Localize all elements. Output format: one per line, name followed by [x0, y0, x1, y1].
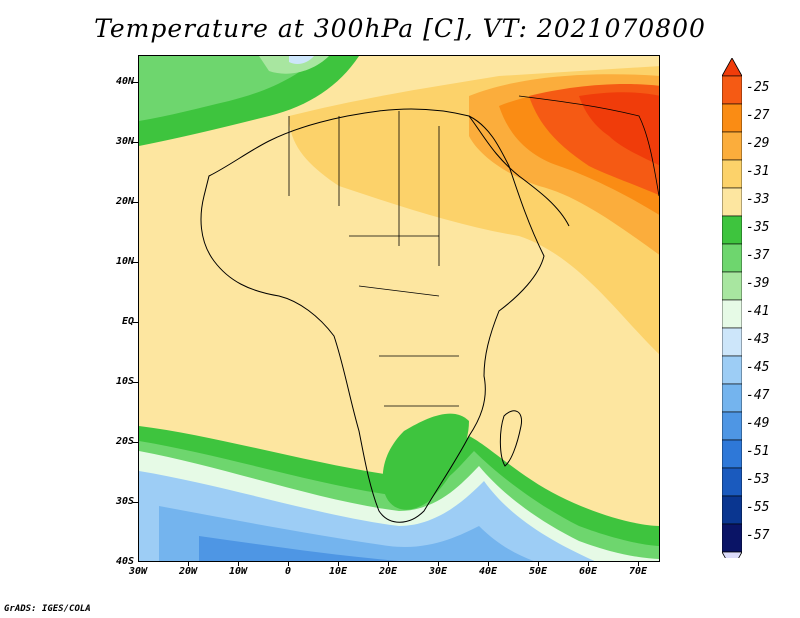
- lon-label: 20E: [378, 566, 398, 577]
- lon-label: 0: [284, 566, 292, 577]
- legend-label: -39: [746, 276, 770, 291]
- lon-tick: [538, 562, 539, 566]
- legend-label: -27: [746, 108, 770, 123]
- legend-label: -49: [746, 416, 770, 431]
- lon-label: 30E: [428, 566, 448, 577]
- legend-swatch: [722, 439, 742, 469]
- lon-tick: [338, 562, 339, 566]
- lat-tick: [133, 142, 138, 143]
- color-legend-bar: [722, 58, 742, 558]
- lat-tick: [133, 322, 138, 323]
- lat-label: EQ: [121, 316, 134, 327]
- lat-tick: [133, 262, 138, 263]
- lat-label: 10N: [115, 256, 134, 267]
- legend-label: -37: [746, 248, 770, 263]
- lon-tick: [588, 562, 589, 566]
- lat-label: 40S: [115, 556, 134, 567]
- legend-swatch: [722, 467, 742, 497]
- map-panel: [138, 55, 660, 562]
- lon-label: 60E: [578, 566, 598, 577]
- legend-label: -31: [746, 164, 770, 179]
- lat-label: 40N: [115, 76, 134, 87]
- legend-label: -57: [746, 528, 770, 543]
- lon-label: 30W: [128, 566, 148, 577]
- lat-tick: [133, 202, 138, 203]
- legend-swatch: [722, 159, 742, 189]
- temperature-map: [139, 56, 659, 561]
- legend-label: -41: [746, 304, 770, 319]
- lat-label: 10S: [115, 376, 134, 387]
- lon-label: 10W: [228, 566, 248, 577]
- legend-label: -53: [746, 472, 770, 487]
- legend-label: -45: [746, 360, 770, 375]
- legend-swatch: [722, 327, 742, 357]
- legend-label: -25: [746, 80, 770, 95]
- legend-swatch: [722, 103, 742, 133]
- lon-tick: [438, 562, 439, 566]
- legend-label: -47: [746, 388, 770, 403]
- legend-swatch: [722, 523, 742, 553]
- lat-tick: [133, 442, 138, 443]
- lon-tick: [388, 562, 389, 566]
- lat-tick: [133, 82, 138, 83]
- lon-tick: [188, 562, 189, 566]
- legend-label: -55: [746, 500, 770, 515]
- legend-swatch: [722, 75, 742, 105]
- lon-tick: [488, 562, 489, 566]
- lat-label: 20S: [115, 436, 134, 447]
- lon-label: 40E: [478, 566, 498, 577]
- lat-tick: [133, 382, 138, 383]
- legend-cap-bottom: [722, 551, 742, 558]
- lat-label: 30S: [115, 496, 134, 507]
- legend-swatch: [722, 383, 742, 413]
- lon-tick: [638, 562, 639, 566]
- legend-swatch: [722, 495, 742, 525]
- lon-tick: [238, 562, 239, 566]
- legend-swatch: [722, 215, 742, 245]
- lat-label: 30N: [115, 136, 134, 147]
- legend-label: -35: [746, 220, 770, 235]
- lon-tick: [288, 562, 289, 566]
- legend-swatch: [722, 187, 742, 217]
- grads-credit: GrADS: IGES/COLA: [4, 604, 91, 614]
- lon-label: 20W: [178, 566, 198, 577]
- legend-swatch: [722, 131, 742, 161]
- legend-cap-top: [722, 58, 742, 77]
- lat-tick: [133, 502, 138, 503]
- legend-swatch: [722, 355, 742, 385]
- legend-label: -29: [746, 136, 770, 151]
- legend-label: -43: [746, 332, 770, 347]
- legend-swatch: [722, 271, 742, 301]
- map-title: Temperature at 300hPa [C], VT: 202107080…: [94, 14, 706, 43]
- lon-label: 70E: [628, 566, 648, 577]
- lon-label: 50E: [528, 566, 548, 577]
- legend-label: -51: [746, 444, 770, 459]
- legend-swatch: [722, 243, 742, 273]
- lat-label: 20N: [115, 196, 134, 207]
- lon-label: 10E: [328, 566, 348, 577]
- legend-label: -33: [746, 192, 770, 207]
- legend-swatch: [722, 411, 742, 441]
- legend-swatch: [722, 299, 742, 329]
